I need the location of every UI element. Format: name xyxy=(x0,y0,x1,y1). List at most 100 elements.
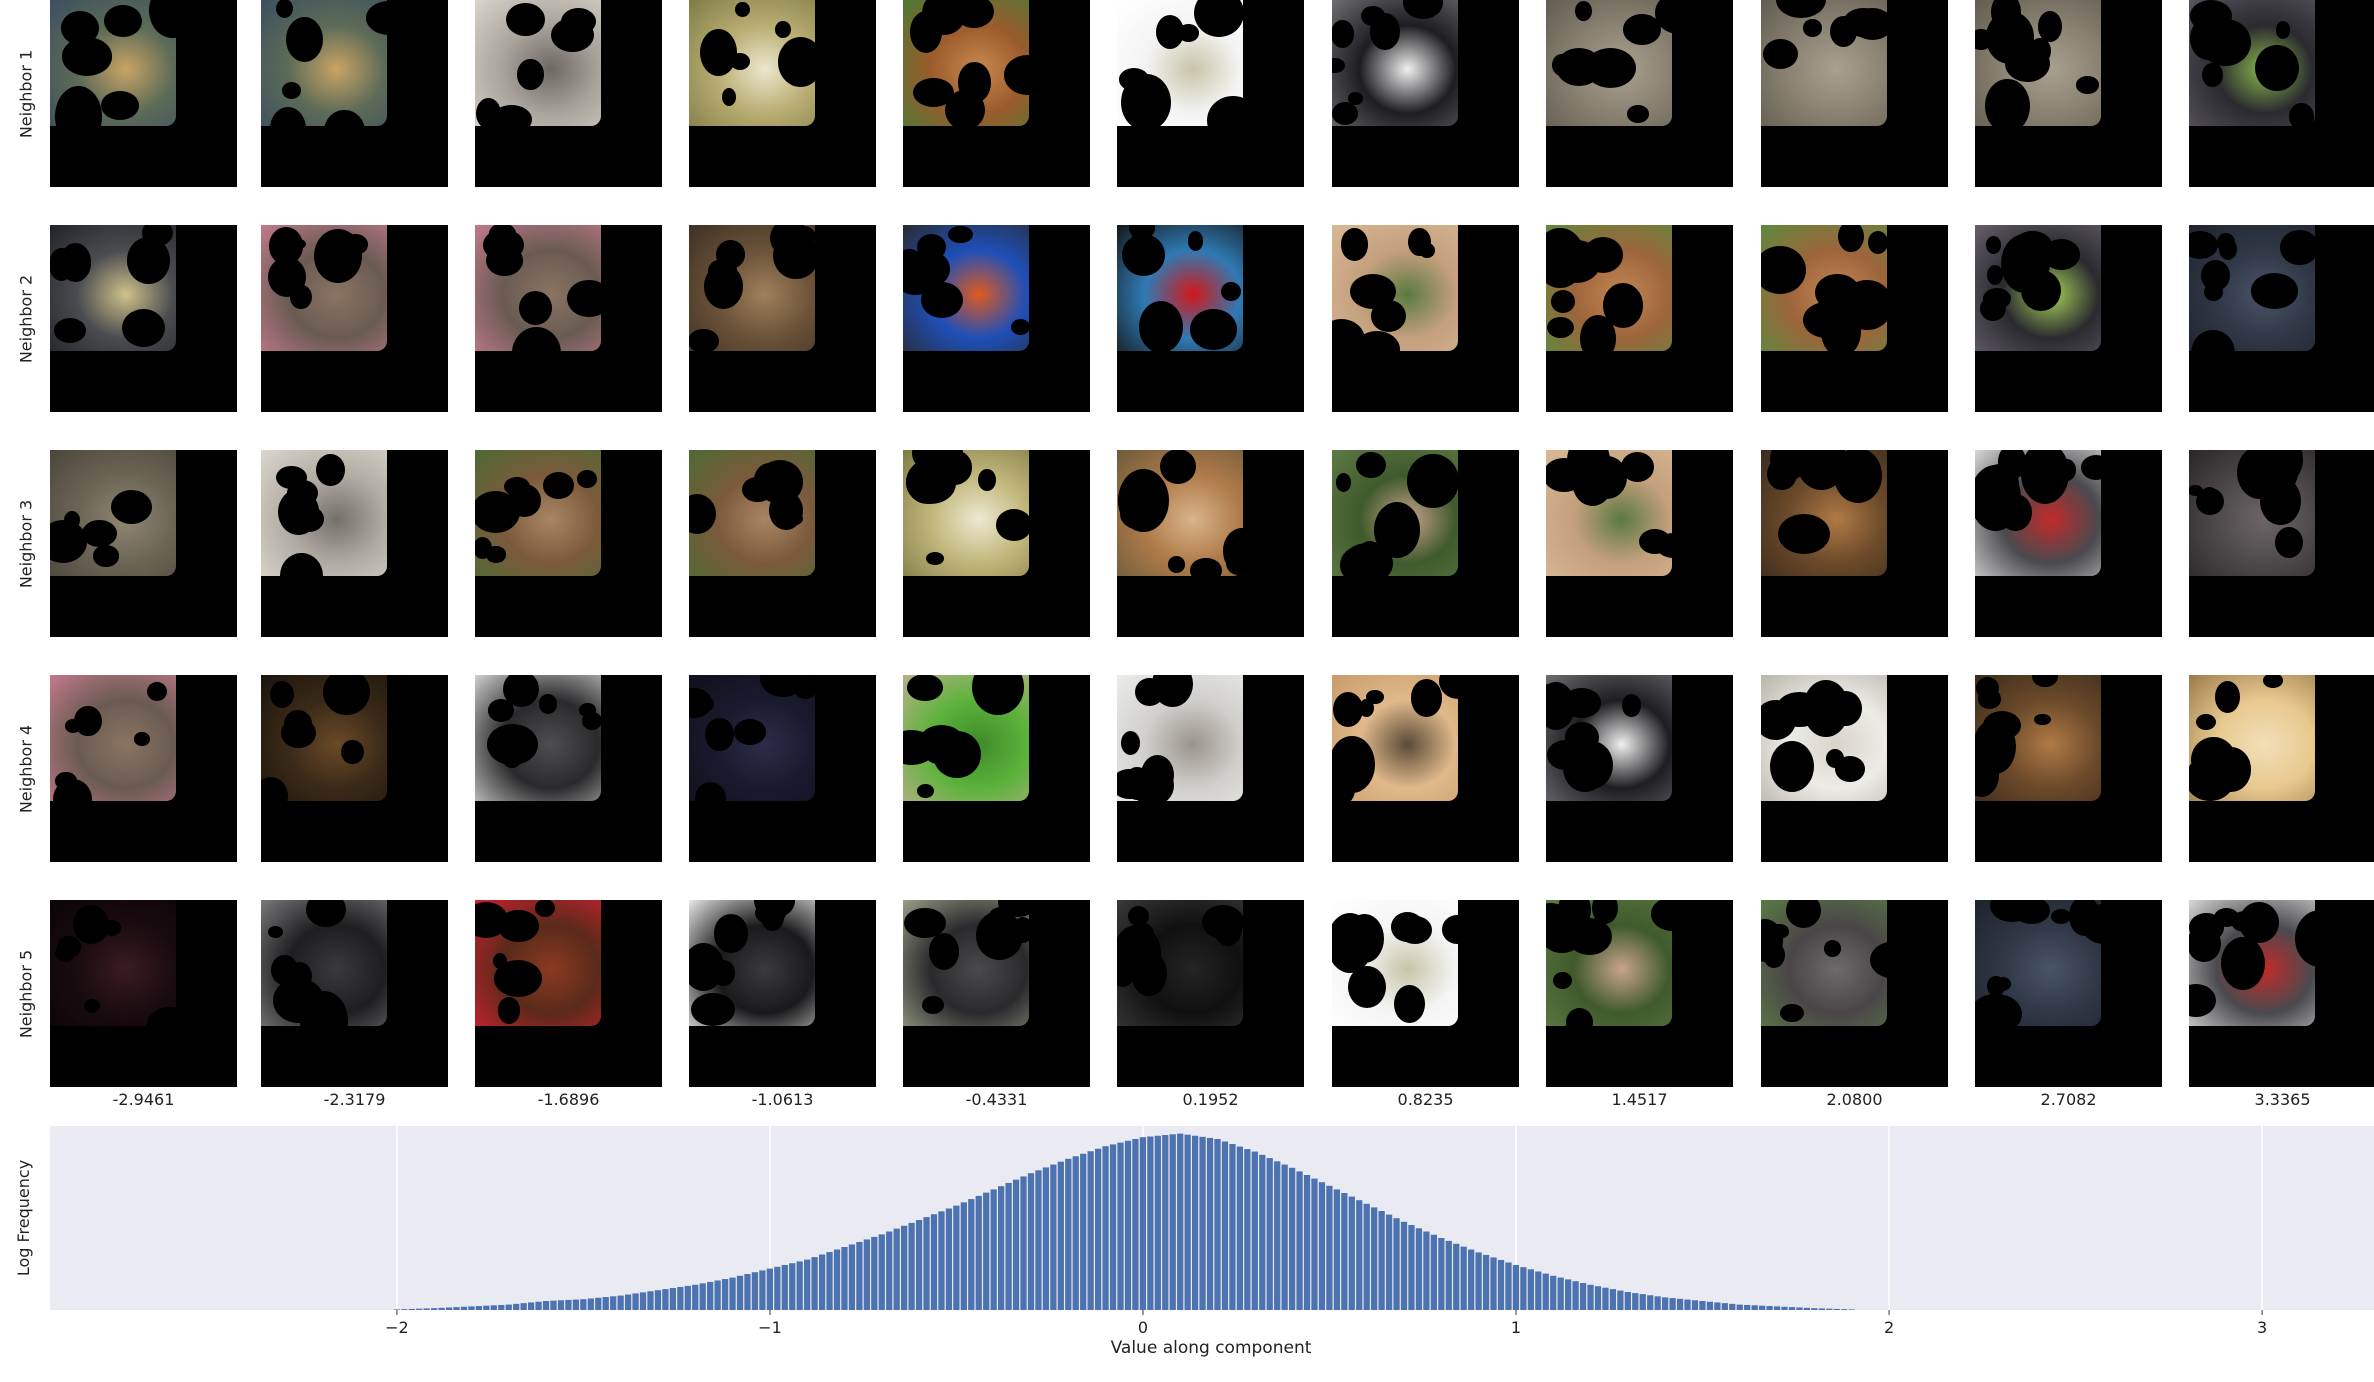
histogram-bar xyxy=(1266,1158,1273,1310)
mask-region xyxy=(1335,473,1352,493)
mask-region xyxy=(59,243,92,282)
mask-region xyxy=(1332,692,1363,727)
mask-region xyxy=(1779,1003,1804,1022)
mask-region xyxy=(1651,900,1694,931)
mask-region xyxy=(929,932,960,970)
thumbnail-tile xyxy=(261,225,448,412)
mask-region xyxy=(487,699,514,722)
thumbnail-tile xyxy=(903,225,1090,412)
mask-region xyxy=(753,463,785,498)
histogram-bar xyxy=(1841,1309,1848,1310)
histogram-bar xyxy=(1259,1154,1266,1310)
mask-region xyxy=(2219,238,2238,261)
mask-region xyxy=(733,718,767,745)
histogram-bar xyxy=(1251,1151,1258,1310)
histogram-bar xyxy=(475,1306,483,1310)
thumbnail-tile xyxy=(2189,450,2374,637)
histogram-bar xyxy=(886,1231,893,1310)
mask-region xyxy=(1202,905,1245,940)
mask-region xyxy=(323,675,371,716)
histogram-bar xyxy=(1512,1265,1520,1310)
histogram-bar xyxy=(1744,1304,1751,1310)
mask-region xyxy=(1983,711,2022,741)
mask-region xyxy=(2001,233,2050,294)
mask-region xyxy=(1591,900,1618,924)
histogram-bar xyxy=(1072,1156,1079,1310)
histogram-bar xyxy=(908,1222,915,1310)
mask-region xyxy=(774,21,791,39)
mask-region xyxy=(1407,228,1431,256)
mask-region xyxy=(2050,908,2071,924)
histogram-bar xyxy=(416,1308,423,1310)
histogram-bar xyxy=(826,1252,833,1310)
thumbnail-tile xyxy=(261,0,448,187)
mask-region xyxy=(1350,273,1397,310)
mask-region xyxy=(1126,74,1160,106)
thumbnail-tile xyxy=(50,900,237,1087)
mask-region xyxy=(700,28,738,76)
mask-region xyxy=(1128,905,1150,927)
mask-region xyxy=(285,17,323,63)
mask-region xyxy=(1190,557,1222,584)
histogram-bar xyxy=(841,1247,848,1310)
mask-region xyxy=(1546,227,1585,288)
mask-region xyxy=(1985,78,2030,133)
mask-region xyxy=(1622,14,1661,45)
histogram-bar xyxy=(1691,1300,1699,1310)
mask-region xyxy=(341,739,365,765)
histogram-bar xyxy=(401,1309,408,1310)
mask-region xyxy=(1220,282,1242,302)
thumbnail-tile xyxy=(1975,0,2162,187)
histogram-bar xyxy=(707,1281,714,1310)
mask-region xyxy=(2204,283,2223,302)
histogram-bar xyxy=(1348,1196,1355,1310)
mask-region xyxy=(1187,231,1204,251)
mask-region xyxy=(917,783,935,799)
mask-region xyxy=(953,0,994,28)
mask-region xyxy=(2198,486,2220,514)
mask-region xyxy=(72,905,109,945)
histogram-bar xyxy=(863,1239,870,1310)
histogram-bar xyxy=(1318,1182,1326,1310)
thumbnail-tile xyxy=(50,0,237,187)
mask-region xyxy=(1553,971,1572,989)
histogram-bar xyxy=(617,1295,624,1310)
mask-region xyxy=(1763,38,1799,69)
histogram-bar xyxy=(438,1307,445,1310)
histogram-bar xyxy=(915,1220,923,1310)
histogram-bar xyxy=(1639,1294,1646,1310)
histogram-chart: −2 −1 0 1 2 3 Value along component Log Frequen… xyxy=(14,1126,2374,1358)
thumbnail-tile xyxy=(261,900,448,1087)
mask-region xyxy=(1870,940,1921,979)
histogram-bar xyxy=(975,1195,982,1310)
mask-region xyxy=(1340,228,1369,261)
histogram-bar xyxy=(1811,1308,1818,1310)
thumbnail-tile xyxy=(50,225,237,412)
mask-region xyxy=(1767,457,1797,491)
mask-region xyxy=(60,11,99,45)
mask-region xyxy=(486,914,508,933)
mask-region xyxy=(1985,236,2002,254)
mask-region xyxy=(1761,246,1806,295)
thumbnail-tile xyxy=(903,0,1090,187)
mask-region xyxy=(1582,236,1623,273)
histogram-bar xyxy=(1423,1231,1430,1310)
histogram-bar xyxy=(1482,1254,1490,1310)
mask-region xyxy=(2195,713,2217,731)
histogram-bar xyxy=(930,1214,938,1310)
mask-region xyxy=(1655,532,1691,559)
mask-region xyxy=(1117,924,1162,982)
histogram-bar xyxy=(901,1225,908,1310)
histogram-bar xyxy=(729,1277,736,1310)
x-tick-label: 2 xyxy=(1884,1318,1894,1337)
histogram-bar xyxy=(1012,1179,1020,1310)
mask-region xyxy=(2037,10,2063,42)
mask-region xyxy=(475,537,493,560)
thumbnail-tile xyxy=(475,675,662,862)
histogram-bar xyxy=(498,1304,505,1310)
thumbnail-image xyxy=(50,900,176,1026)
thumbnail-tile xyxy=(475,900,662,1087)
mask-region xyxy=(791,225,817,248)
mask-region xyxy=(1565,1008,1594,1037)
mask-region xyxy=(1986,264,2003,285)
